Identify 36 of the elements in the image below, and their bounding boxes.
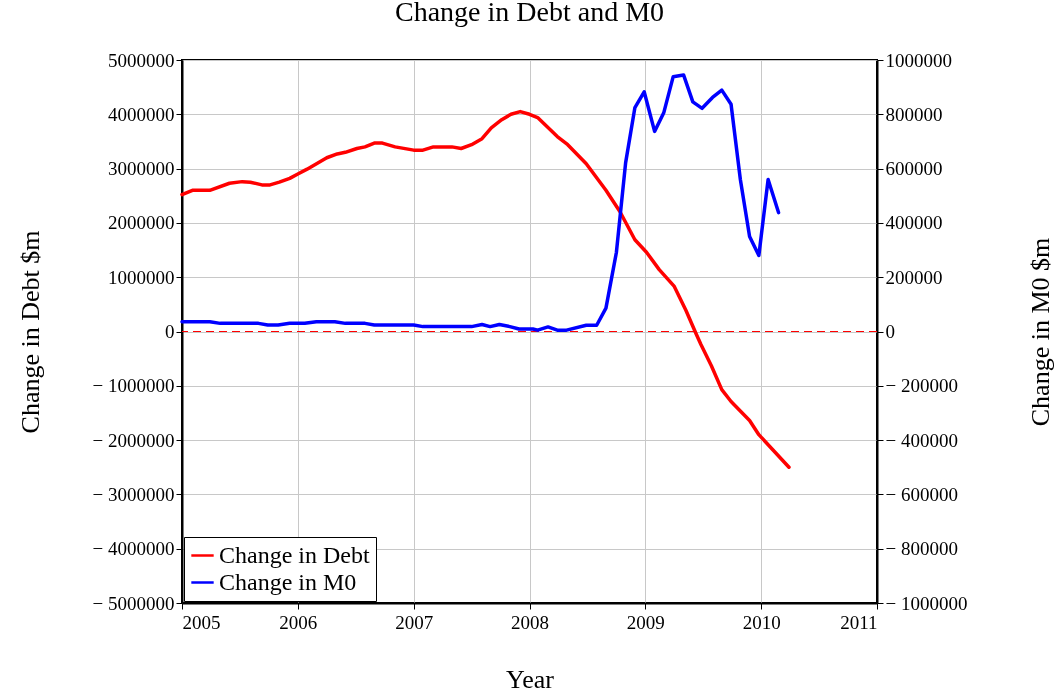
y-tick-label: 2000000 xyxy=(108,212,175,234)
y2-tick-label: − 800000 xyxy=(885,538,958,560)
y2-tick-label: − 200000 xyxy=(885,375,958,397)
x-tick-label: 2007 xyxy=(395,611,434,633)
y-tick-label: − 2000000 xyxy=(92,429,175,451)
legend-label: Change in M0 xyxy=(219,568,357,595)
y-tick-label: 0 xyxy=(165,321,175,342)
y-tick-label: − 5000000 xyxy=(92,592,175,614)
y-tick-label: − 4000000 xyxy=(92,538,175,560)
y2-tick-label: 800000 xyxy=(885,103,943,125)
y2-axis-title: Change in M0 $m xyxy=(1025,237,1055,427)
x-tick-label: 2009 xyxy=(626,611,665,633)
y2-tick-label: 1000000 xyxy=(885,49,952,71)
y-tick-label: 5000000 xyxy=(108,49,175,71)
y2-tick-label: − 1000000 xyxy=(885,592,968,614)
y2-tick-label: 600000 xyxy=(885,158,943,180)
y2-tick-label: 200000 xyxy=(885,266,943,288)
x-tick-label: 2011 xyxy=(840,611,878,633)
x-tick-label: 2006 xyxy=(279,611,318,633)
x-tick-label: 2010 xyxy=(742,611,781,633)
chart-title: Change in Debt and M0 xyxy=(394,0,665,27)
y2-tick-label: − 400000 xyxy=(885,429,958,451)
x-axis-title: Year xyxy=(506,664,555,694)
x-tick-label: 2005 xyxy=(182,611,221,633)
x-tick-label: 2008 xyxy=(511,611,549,633)
y-tick-label: 1000000 xyxy=(108,266,175,288)
y-axis-title: Change in Debt $m xyxy=(15,230,45,434)
y-tick-label: 4000000 xyxy=(108,103,175,125)
y-tick-label: − 3000000 xyxy=(92,483,175,505)
y-tick-label: 3000000 xyxy=(108,158,175,180)
y2-tick-label: 400000 xyxy=(885,212,943,234)
y-tick-label: − 1000000 xyxy=(92,375,175,397)
line-series xyxy=(180,73,781,332)
y2-tick-label: − 600000 xyxy=(885,483,958,505)
y2-tick-label: 0 xyxy=(885,321,895,342)
legend-label: Change in Debt xyxy=(219,541,370,568)
